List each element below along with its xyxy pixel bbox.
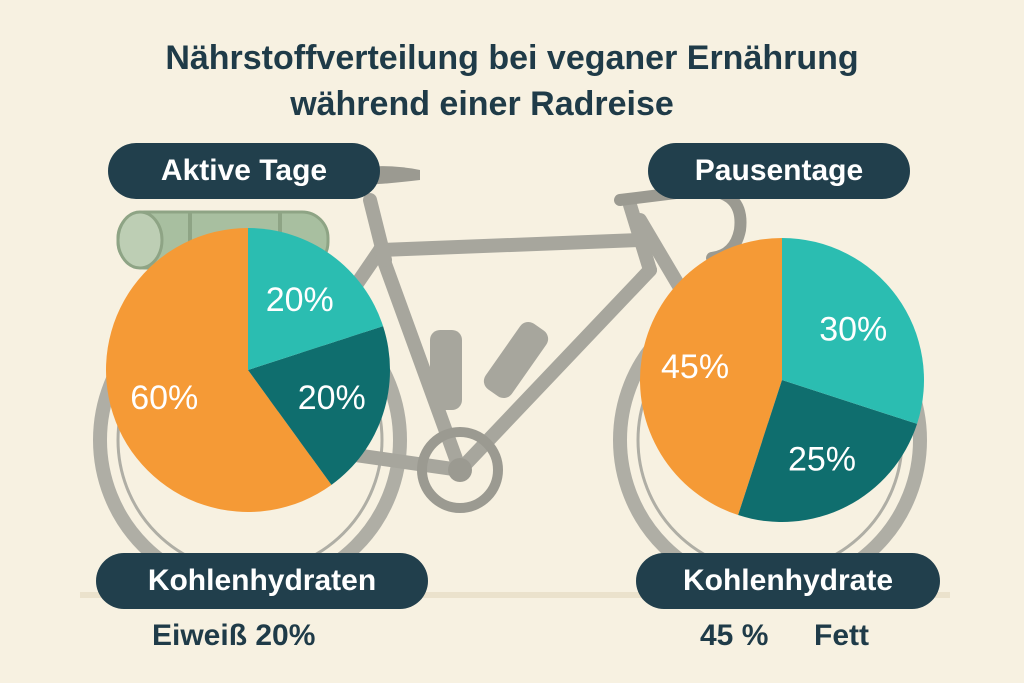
- caption-right-label: Fett: [814, 619, 869, 652]
- chart-title-line-1: Nährstoffverteilung bei veganer Ernährun…: [165, 39, 859, 77]
- water-bottle-icon: [483, 321, 549, 399]
- pie-slice-aktive-tage-2: [248, 228, 384, 370]
- caption-right-percent: 45 %: [700, 619, 769, 652]
- chart-title-line-2: während einer Radreise: [290, 85, 674, 123]
- pie-data-label-aktive-tage-2: 20%: [266, 281, 334, 319]
- pie-data-label-pausentage-0: 45%: [661, 348, 729, 386]
- pie-data-label-pausentage-2: 30%: [819, 310, 887, 348]
- chainring-icon: [417, 427, 503, 513]
- pie-data-label-aktive-tage-0: 60%: [130, 379, 198, 417]
- pie-chart-aktive-tage: 60% 20% 20%: [105, 228, 390, 512]
- water-bottle-icon: [430, 330, 462, 410]
- pie-data-label-aktive-tage-1: 20%: [298, 379, 366, 417]
- pie-chart-pausentage: 45% 25% 30%: [639, 238, 925, 522]
- pie-slice-pausentage-1: [738, 380, 918, 522]
- pie-title-pausentage: Pausentage: [648, 143, 910, 199]
- pie-title-aktive-tage: Aktive Tage: [108, 143, 380, 199]
- pie-data-label-pausentage-1: 25%: [788, 440, 856, 478]
- label-pill-right: Kohlenhydrate: [636, 553, 940, 609]
- caption-left: Eiweiß 20%: [152, 619, 316, 652]
- label-pill-left: Kohlenhydraten: [96, 553, 428, 609]
- pie-slice-pausentage-0: [639, 238, 782, 516]
- pie-slice-pausentage-2: [782, 238, 925, 424]
- pie-slice-aktive-tage-0: [105, 228, 332, 512]
- pie-slice-aktive-tage-1: [248, 326, 390, 485]
